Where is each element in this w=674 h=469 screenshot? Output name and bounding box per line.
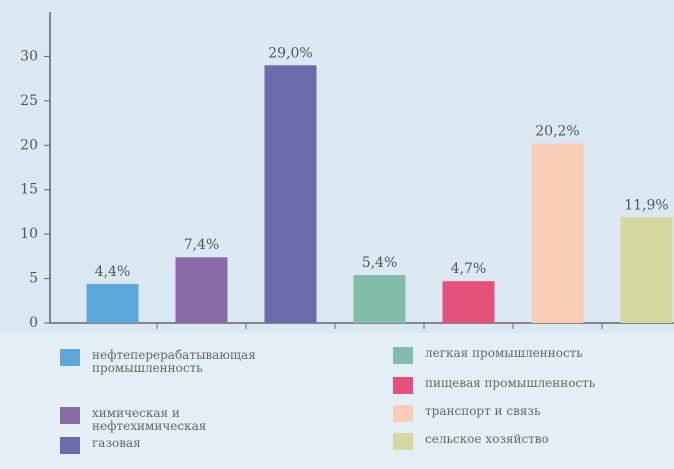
bar — [620, 217, 673, 323]
y-tick-label: 0 — [29, 315, 38, 331]
bar — [442, 281, 495, 323]
value-label: 20,2% — [535, 124, 579, 140]
value-label: 4,7% — [451, 261, 487, 277]
y-tick-label: 10 — [20, 226, 38, 242]
bar — [86, 283, 139, 323]
bar — [531, 143, 584, 323]
bar — [353, 275, 406, 323]
legend-item: нефтеперерабатывающая промышленность — [60, 349, 282, 375]
legend-item: газовая — [60, 437, 282, 454]
legend-swatch — [60, 349, 80, 366]
bar — [175, 257, 228, 323]
legend-swatch — [393, 377, 413, 394]
legend-swatch — [393, 433, 413, 450]
y-tick-label: 25 — [20, 93, 38, 109]
legend-item: транспорт и связь — [393, 405, 615, 422]
legend-item: химическая и нефтехимическая — [60, 407, 282, 433]
value-label: 5,4% — [362, 255, 398, 271]
legend-label: газовая — [92, 436, 141, 450]
legend-label: химическая и нефтехимическая — [92, 406, 207, 433]
y-tick-label: 30 — [20, 48, 38, 64]
value-label: 11,9% — [624, 197, 668, 213]
y-tick-label: 15 — [20, 182, 38, 198]
legend-item: легкая промышленность — [393, 347, 615, 364]
value-label: 29,0% — [268, 45, 312, 61]
chart: 0 5 10 15 20 25 30 4,4% 7,4% 29,0% 5,4% 4,7% 20,2% 11… — [20, 12, 674, 331]
legend-label: нефтеперерабатывающая промышленность — [92, 348, 256, 375]
legend-item: пищевая промышленность — [393, 377, 615, 394]
legend-label: сельское хозяйство — [425, 432, 549, 446]
legend-swatch — [60, 407, 80, 424]
y-tick-label: 20 — [20, 137, 38, 153]
legend-item: сельское хозяйство — [393, 433, 615, 450]
value-label: 7,4% — [184, 237, 220, 253]
bar — [264, 65, 317, 324]
legend-swatch — [60, 437, 80, 454]
value-label: 4,4% — [95, 264, 131, 280]
legend-swatch — [393, 405, 413, 422]
legend: нефтеперерабатывающая промышленность хими… — [0, 333, 674, 469]
legend-label: легкая промышленность — [425, 346, 583, 360]
y-tick-label: 5 — [29, 271, 38, 287]
legend-label: пищевая промышленность — [425, 376, 596, 390]
legend-swatch — [393, 347, 413, 364]
legend-label: транспорт и связь — [425, 404, 541, 418]
